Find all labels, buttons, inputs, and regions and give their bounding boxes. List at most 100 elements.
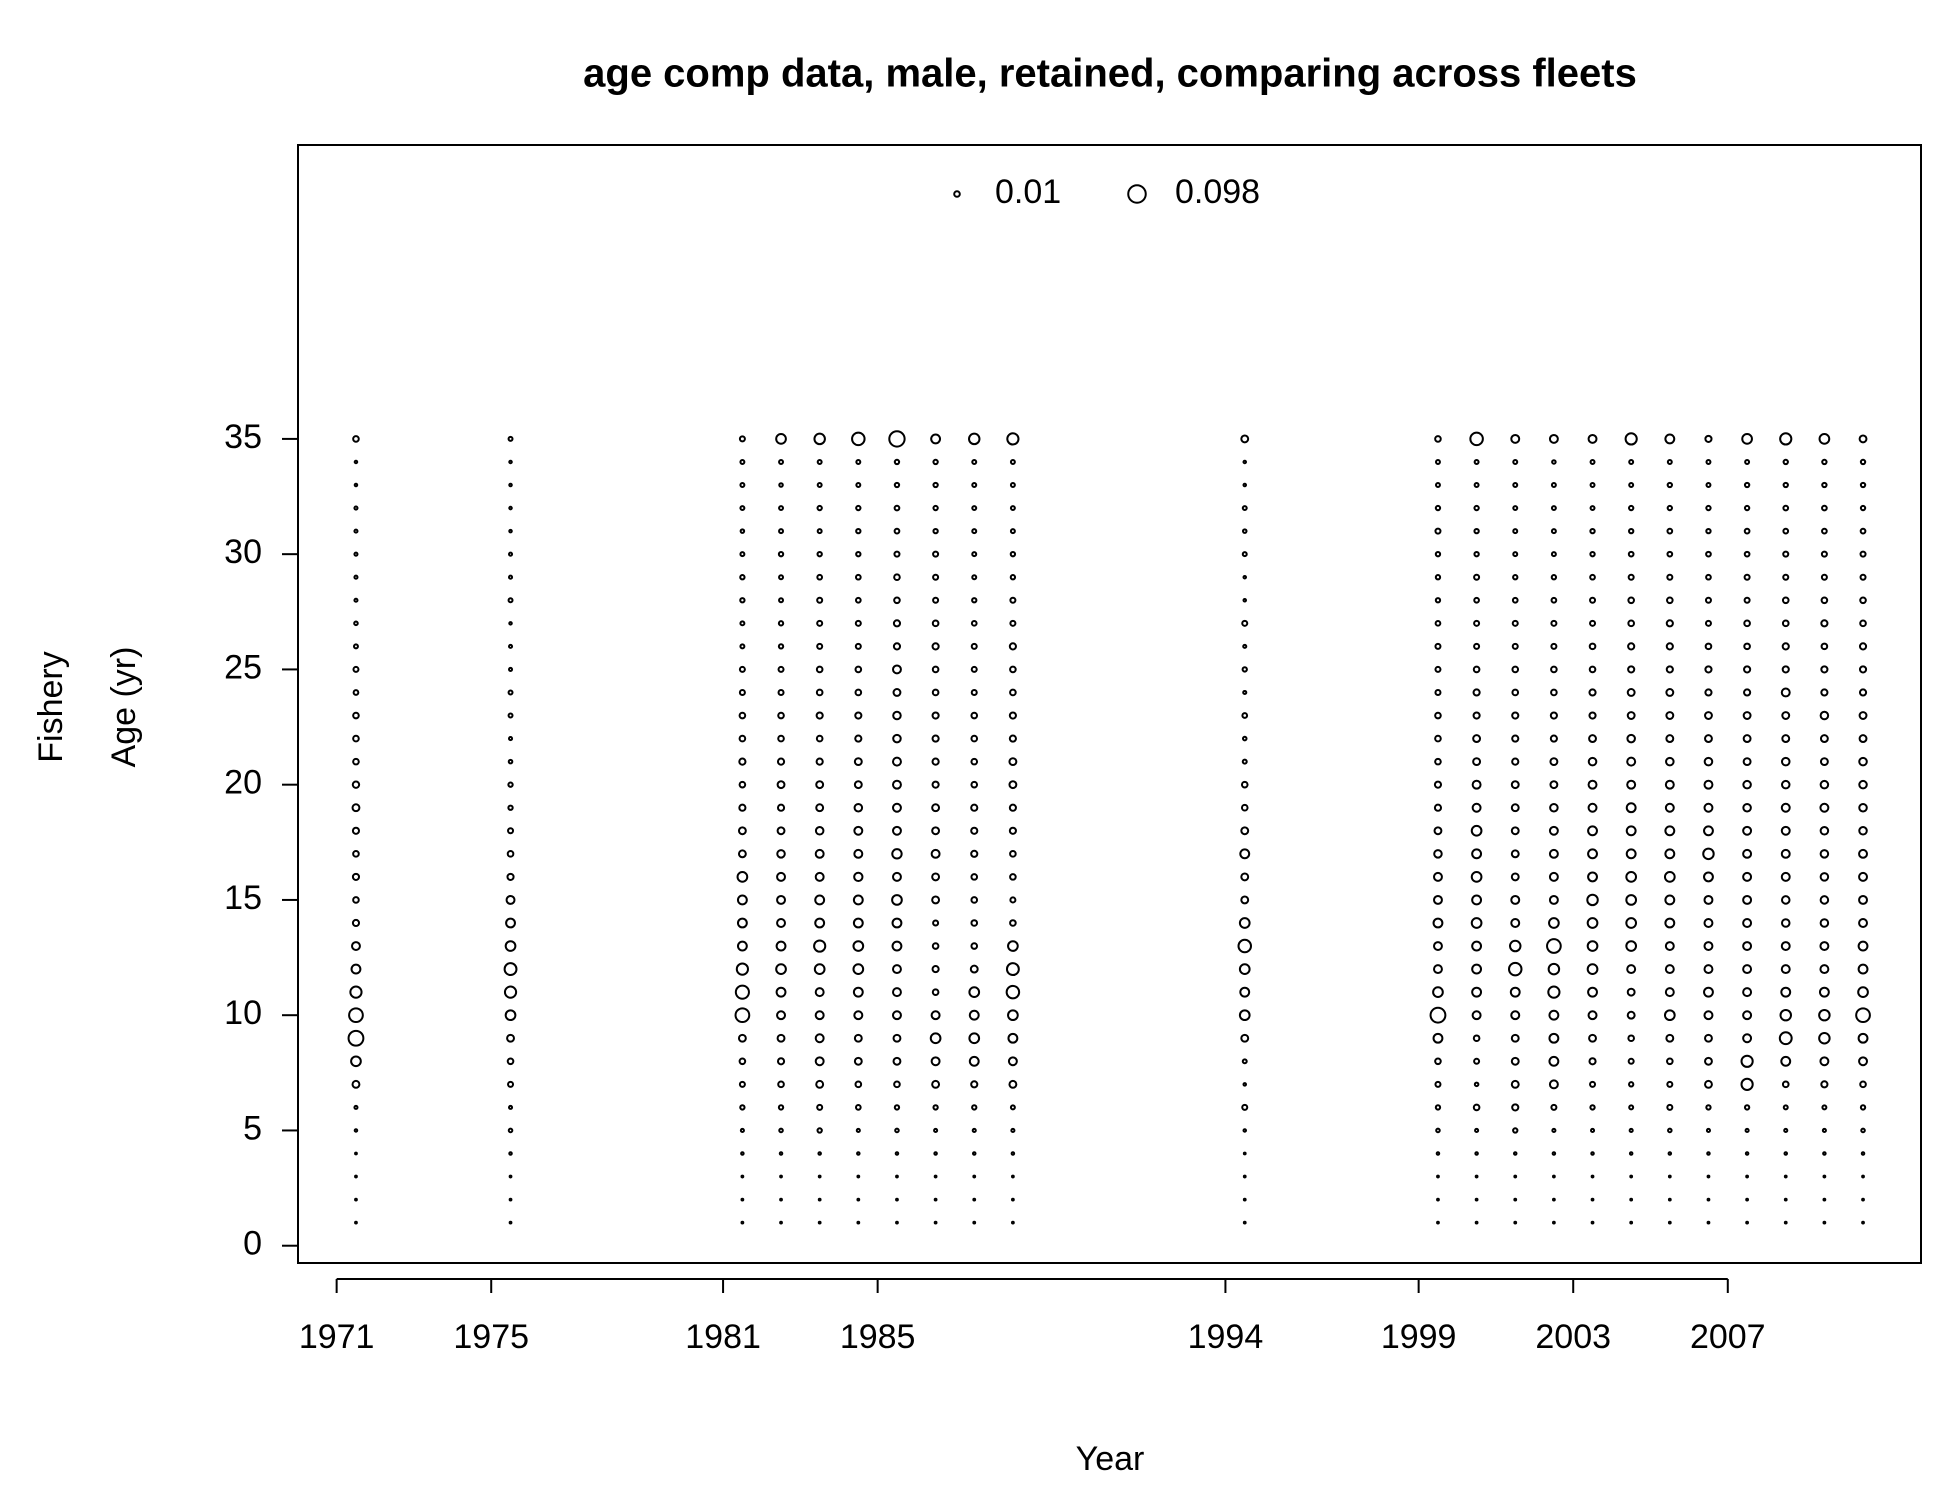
- bubble: [815, 665, 824, 674]
- bubble: [736, 940, 748, 952]
- bubble: [506, 850, 515, 858]
- bubble: [1857, 1032, 1869, 1044]
- bubble: [1743, 573, 1751, 581]
- bubble: [1513, 1220, 1518, 1225]
- bubble: [1820, 642, 1829, 651]
- bubble: [1858, 1056, 1868, 1067]
- bubble: [1821, 1127, 1827, 1133]
- bubble: [1664, 802, 1675, 813]
- bubble: [852, 940, 865, 952]
- bubble: [1743, 550, 1751, 558]
- bubble: [1859, 527, 1867, 535]
- bubble: [1665, 688, 1675, 697]
- bubble: [932, 550, 940, 558]
- bubble: [1434, 711, 1442, 720]
- bubble: [1858, 802, 1868, 813]
- bubble: [1589, 573, 1596, 581]
- bubble: [738, 757, 747, 766]
- bubble: [778, 458, 785, 465]
- bubble: [931, 619, 940, 628]
- bubble: [352, 850, 360, 858]
- bubble: [1008, 734, 1017, 743]
- bubble: [353, 482, 359, 488]
- bubble: [1550, 1103, 1558, 1111]
- bubble: [854, 573, 862, 581]
- bubble: [1587, 779, 1598, 790]
- bubble: [1472, 734, 1482, 744]
- bubble: [1628, 458, 1635, 465]
- bubble: [1587, 756, 1598, 767]
- bubble: [1586, 893, 1599, 907]
- bubble: [1743, 619, 1751, 628]
- bubble: [892, 664, 902, 675]
- bubble: [814, 826, 825, 836]
- bubble: [1473, 482, 1480, 488]
- bubble: [776, 780, 786, 790]
- bubble: [816, 458, 823, 465]
- bubble: [1780, 918, 1791, 928]
- bubble: [1241, 712, 1249, 719]
- bubble: [1512, 528, 1519, 535]
- bubble: [1552, 1174, 1556, 1179]
- bubble: [738, 1080, 746, 1088]
- bubble: [817, 1220, 822, 1225]
- bubble: [508, 505, 513, 511]
- bubble: [816, 642, 824, 650]
- bubble: [1548, 871, 1559, 882]
- bubble: [892, 756, 902, 767]
- bubble: [1471, 1010, 1482, 1021]
- bubble: [931, 757, 940, 766]
- bubble: [776, 894, 786, 905]
- bubble: [892, 733, 902, 744]
- bubble: [1433, 964, 1443, 975]
- bubble: [1665, 711, 1675, 720]
- bubble: [1859, 458, 1867, 466]
- bubble: [1624, 432, 1638, 446]
- bubble: [1743, 642, 1751, 651]
- bubble: [1664, 433, 1676, 445]
- bubble: [932, 596, 940, 604]
- bubble: [1628, 1127, 1634, 1133]
- bubble: [814, 848, 825, 859]
- bubble: [1587, 802, 1598, 813]
- bubble: [1005, 984, 1021, 1000]
- bubble: [1625, 802, 1637, 814]
- bubble: [1703, 894, 1714, 905]
- bubble: [1783, 1197, 1788, 1202]
- bubble: [352, 711, 360, 720]
- bubble: [775, 940, 787, 952]
- bubble: [777, 711, 785, 720]
- bubble: [971, 551, 978, 558]
- bubble: [777, 1080, 785, 1089]
- bubble: [353, 551, 359, 557]
- bubble: [353, 1128, 359, 1133]
- bubble: [1507, 961, 1523, 977]
- bubble: [1434, 597, 1442, 604]
- bubble: [816, 596, 824, 604]
- x-tick-label: 1994: [1188, 1318, 1264, 1356]
- bubble: [972, 1174, 977, 1179]
- bubble: [778, 1127, 784, 1134]
- bubble: [1435, 1151, 1441, 1156]
- bubble: [1471, 848, 1483, 860]
- bubble: [855, 527, 862, 535]
- bubble: [1008, 826, 1017, 835]
- bubble: [1858, 871, 1868, 882]
- bubble: [933, 1151, 938, 1156]
- bubble: [892, 619, 902, 628]
- bubble: [816, 504, 823, 512]
- bubble: [971, 1127, 977, 1133]
- bubble: [972, 1220, 977, 1225]
- x-tick-label: 2007: [1690, 1318, 1766, 1356]
- bubble: [1704, 1079, 1713, 1089]
- bubble: [736, 894, 748, 906]
- bubble: [1473, 550, 1480, 558]
- bubble: [968, 986, 981, 998]
- bubble: [1859, 573, 1867, 581]
- bubble: [1820, 688, 1829, 697]
- bubble: [895, 1197, 899, 1202]
- bubble: [853, 780, 863, 790]
- bubble: [852, 894, 864, 906]
- bubble: [1705, 1104, 1712, 1111]
